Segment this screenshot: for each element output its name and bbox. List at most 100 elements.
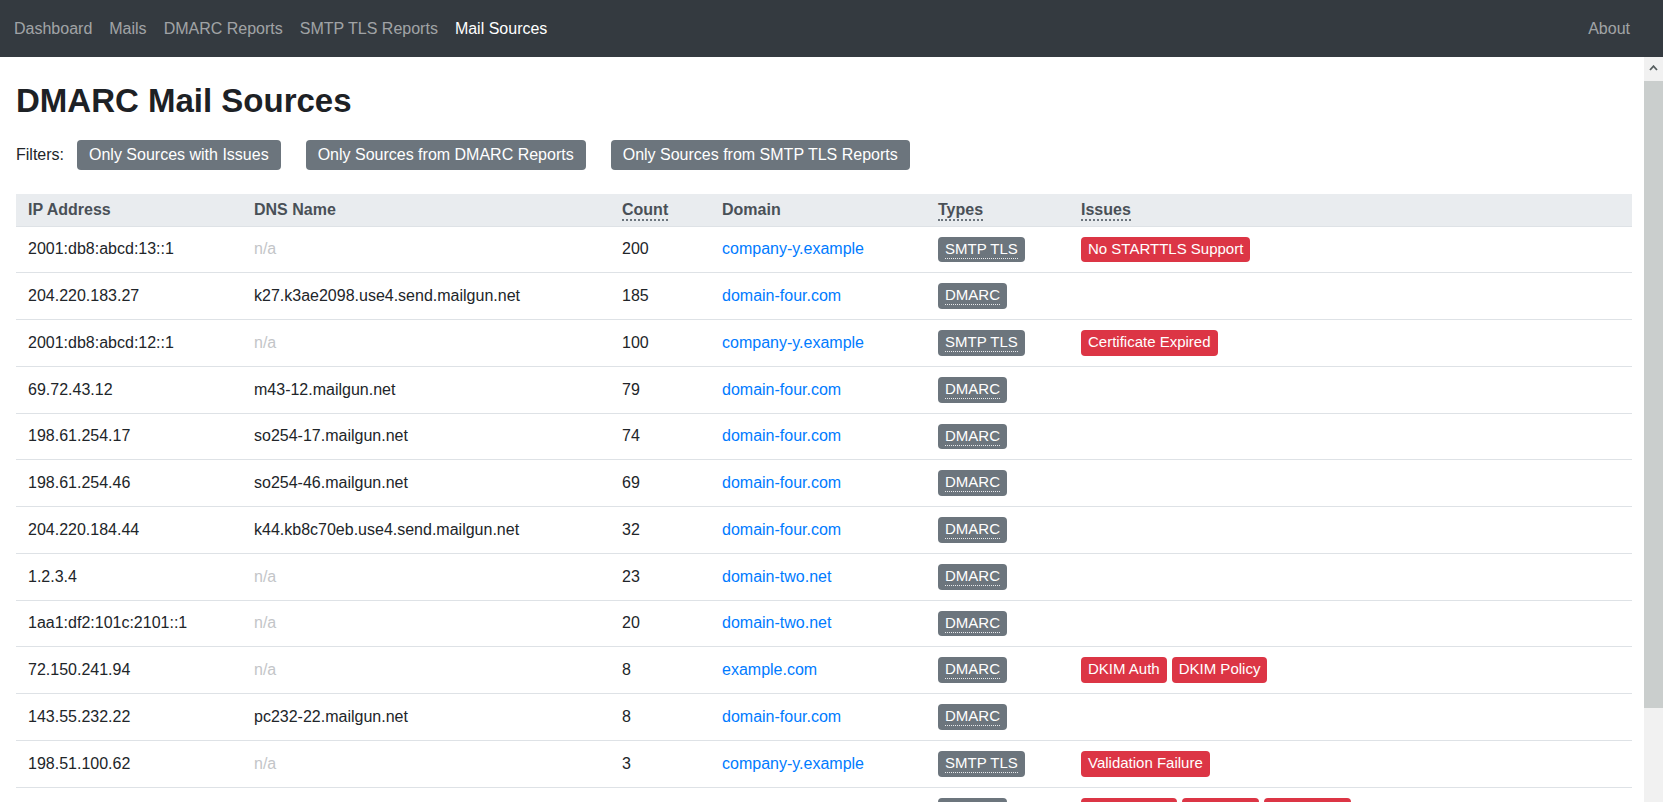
issues-cell <box>1069 366 1632 413</box>
type-badge-smtp-tls[interactable]: SMTP TLS <box>938 330 1025 356</box>
top-navbar: Dashboard Mails DMARC Reports SMTP TLS Repo… <box>0 0 1663 57</box>
type-badge-label: DMARC <box>945 614 1000 633</box>
ip-address-cell: 15.204.248.92 <box>16 787 242 802</box>
domain-link[interactable]: domain-four.com <box>722 287 841 304</box>
filter-button-only-sources-from-dmarc-reports[interactable]: Only Sources from DMARC Reports <box>306 140 586 170</box>
type-badge-smtp-tls[interactable]: SMTP TLS <box>938 237 1025 263</box>
type-badge-dmarc[interactable]: DMARC <box>938 424 1007 450</box>
nav-item-dmarc-reports[interactable]: DMARC Reports <box>164 16 283 42</box>
domain-link[interactable]: example.com <box>722 661 817 678</box>
ip-address-cell: 69.72.43.12 <box>16 366 242 413</box>
table-row: 2001:db8:abcd:13::1n/a200company-y.examp… <box>16 226 1632 273</box>
nav-item-smtp-tls-reports[interactable]: SMTP TLS Reports <box>300 16 438 42</box>
ip-address-cell: 2001:db8:abcd:13::1 <box>16 226 242 273</box>
mail-sources-table: IP AddressDNS NameCountDomainTypesIssues… <box>16 194 1632 802</box>
issues-cell: DKIM PolicySPF AuthSPF Policy <box>1069 787 1632 802</box>
domain-link[interactable]: domain-four.com <box>722 521 841 538</box>
domain-cell: example.com <box>710 647 926 694</box>
domain-link[interactable]: domain-two.net <box>722 614 831 631</box>
type-badge-label: DMARC <box>945 473 1000 492</box>
domain-cell: domain-four.com <box>710 694 926 741</box>
types-cell: DMARC <box>926 787 1069 802</box>
domain-link[interactable]: domain-two.net <box>722 568 831 585</box>
domain-link[interactable]: domain-four.com <box>722 427 841 444</box>
domain-cell: company-y.example <box>710 740 926 787</box>
column-header-types: Types <box>926 194 1069 227</box>
column-header-label[interactable]: Types <box>938 201 983 221</box>
count-cell: 8 <box>610 647 710 694</box>
dns-name-cell: n/a <box>242 600 610 647</box>
count-cell: 20 <box>610 600 710 647</box>
type-badge-label: DMARC <box>945 380 1000 399</box>
scrollbar-thumb[interactable] <box>1644 81 1663 708</box>
type-badge-label: DMARC <box>945 427 1000 446</box>
type-badge-dmarc[interactable]: DMARC <box>938 704 1007 730</box>
type-badge-dmarc[interactable]: DMARC <box>938 283 1007 309</box>
type-badge-dmarc[interactable]: DMARC <box>938 470 1007 496</box>
navbar-links-left: Dashboard Mails DMARC Reports SMTP TLS Repo… <box>14 16 564 42</box>
domain-link[interactable]: domain-four.com <box>722 381 841 398</box>
nav-item-mails[interactable]: Mails <box>109 16 146 42</box>
domain-link[interactable]: domain-four.com <box>722 708 841 725</box>
type-badge-dmarc[interactable]: DMARC <box>938 517 1007 543</box>
table-row: 198.51.100.62n/a3company-y.exampleSMTP T… <box>16 740 1632 787</box>
column-header-label[interactable]: Count <box>622 201 668 221</box>
column-header-dns-name: DNS Name <box>242 194 610 227</box>
filter-buttons: Only Sources with Issues Only Sources fro… <box>77 140 935 170</box>
issues-cell <box>1069 553 1632 600</box>
vertical-scrollbar[interactable] <box>1644 57 1663 802</box>
issue-badge-dkim-policy: DKIM Policy <box>1172 657 1268 683</box>
table-row: 198.61.254.46so254-46.mailgun.net69domai… <box>16 460 1632 507</box>
filter-button-only-sources-from-smtp-tls-reports[interactable]: Only Sources from SMTP TLS Reports <box>611 140 910 170</box>
type-badge-dmarc[interactable]: DMARC <box>938 564 1007 590</box>
dns-name-cell: pc232-22.mailgun.net <box>242 694 610 741</box>
count-cell: 32 <box>610 507 710 554</box>
domain-cell: domain-four.com <box>710 507 926 554</box>
type-badge-label: DMARC <box>945 707 1000 726</box>
nav-item-about[interactable]: About <box>1588 16 1630 42</box>
domain-link[interactable]: company-y.example <box>722 334 864 351</box>
domain-link[interactable]: company-y.example <box>722 240 864 257</box>
dns-name-cell: so254-17.mailgun.net <box>242 413 610 460</box>
ip-address-cell: 72.150.241.94 <box>16 647 242 694</box>
filters-label: Filters: <box>16 146 64 164</box>
type-badge-smtp-tls[interactable]: SMTP TLS <box>938 751 1025 777</box>
column-header-label[interactable]: Issues <box>1081 201 1131 221</box>
issue-badge-spf-policy: SPF Policy <box>1264 798 1351 802</box>
column-header-count: Count <box>610 194 710 227</box>
type-badge-dmarc[interactable]: DMARC <box>938 798 1007 802</box>
type-badge-dmarc[interactable]: DMARC <box>938 657 1007 683</box>
column-header-ip-address: IP Address <box>16 194 242 227</box>
filter-button-only-sources-with-issues[interactable]: Only Sources with Issues <box>77 140 281 170</box>
ip-address-cell: 1.2.3.4 <box>16 553 242 600</box>
ip-address-cell: 204.220.184.44 <box>16 507 242 554</box>
nav-item-dashboard[interactable]: Dashboard <box>14 16 92 42</box>
domain-link[interactable]: domain-four.com <box>722 474 841 491</box>
type-badge-dmarc[interactable]: DMARC <box>938 611 1007 637</box>
type-badge-dmarc[interactable]: DMARC <box>938 377 1007 403</box>
types-cell: DMARC <box>926 600 1069 647</box>
domain-cell: domain-four.com <box>710 366 926 413</box>
dns-name-cell: m43-12.mailgun.net <box>242 366 610 413</box>
column-header-issues: Issues <box>1069 194 1632 227</box>
issues-cell <box>1069 600 1632 647</box>
table-row: 204.220.183.27k27.k3ae2098.use4.send.mai… <box>16 273 1632 320</box>
nav-item-mail-sources[interactable]: Mail Sources <box>455 16 547 42</box>
table-row: 15.204.248.92vps-f9102170.vps.ovh.us3dom… <box>16 787 1632 802</box>
count-cell: 23 <box>610 553 710 600</box>
issues-cell <box>1069 460 1632 507</box>
issues-cell <box>1069 507 1632 554</box>
issues-cell <box>1069 413 1632 460</box>
domain-link[interactable]: company-y.example <box>722 755 864 772</box>
type-badge-label: DMARC <box>945 286 1000 305</box>
issue-badge-no-starttls-support: No STARTTLS Support <box>1081 237 1250 263</box>
dns-name-cell: so254-46.mailgun.net <box>242 460 610 507</box>
issue-badge-dkim-auth: DKIM Auth <box>1081 657 1167 683</box>
table-row: 1aa1:df2:101c:2101::1n/a20domain-two.net… <box>16 600 1632 647</box>
scroll-up-button[interactable] <box>1644 57 1663 78</box>
dns-name-cell: n/a <box>242 226 610 273</box>
count-cell: 74 <box>610 413 710 460</box>
table-row: 1.2.3.4n/a23domain-two.netDMARC <box>16 553 1632 600</box>
domain-cell: domain-two.net <box>710 553 926 600</box>
dns-name-cell: vps-f9102170.vps.ovh.us <box>242 787 610 802</box>
